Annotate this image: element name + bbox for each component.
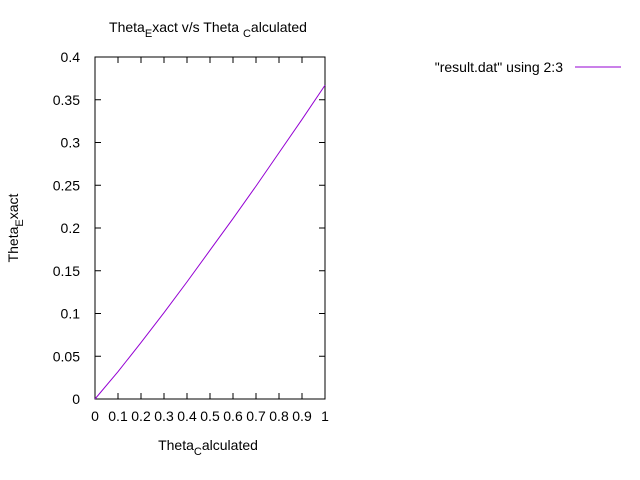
x-tick-label: 0.8 (269, 408, 289, 424)
y-tick-label: 0 (72, 391, 80, 407)
x-tick-label: 0 (91, 408, 99, 424)
x-tick-label: 0.4 (177, 408, 197, 424)
x-tick-label: 0.5 (200, 408, 220, 424)
x-tick-label: 0.7 (246, 408, 266, 424)
y-tick-label: 0.25 (53, 177, 80, 193)
y-tick-label: 0.1 (61, 306, 81, 322)
legend: "result.dat" using 2:3 (435, 59, 621, 75)
y-tick-label: 0.35 (53, 92, 80, 108)
x-tick-label: 1 (321, 408, 329, 424)
y-tick-label: 0.2 (61, 220, 81, 236)
y-axis-label: ThetaExact (5, 193, 26, 262)
tick-labels: 0 0.1 0.2 0.3 0.4 0.5 0.6 0.7 0.8 0.9 100.050.10.1… (53, 49, 329, 424)
x-tick-label: 0.6 (223, 408, 243, 424)
y-tick-label: 0.05 (53, 348, 80, 364)
chart-title: ThetaExact v/s Theta Calculated (109, 19, 307, 40)
x-tick-label: 0.1 (108, 408, 128, 424)
x-tick-label: 0.9 (292, 408, 312, 424)
legend-label: "result.dat" using 2:3 (435, 59, 563, 75)
series-layer (94, 84, 326, 400)
x-tick-label: 0.3 (154, 408, 174, 424)
ticks (94, 56, 326, 400)
y-tick-label: 0.15 (53, 263, 80, 279)
y-tick-label: 0.3 (61, 135, 81, 151)
series-line (94, 84, 326, 400)
plot-frame (94, 56, 326, 400)
x-axis-label: ThetaCalculated (158, 437, 258, 458)
x-tick-label: 0.2 (131, 408, 151, 424)
y-tick-label: 0.4 (61, 49, 81, 65)
